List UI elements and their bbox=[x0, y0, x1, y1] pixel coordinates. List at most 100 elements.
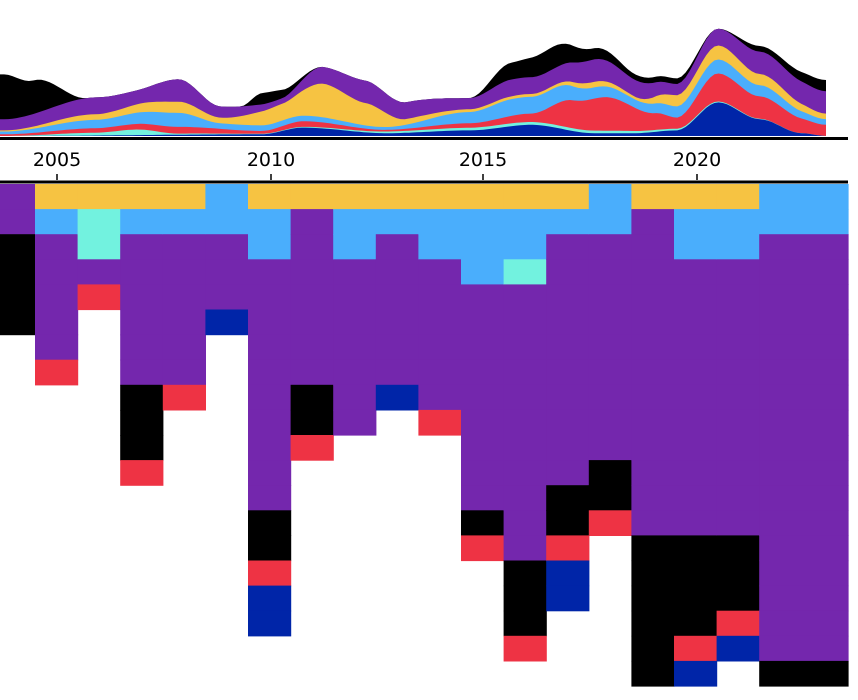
grid-cell-2016-0 bbox=[503, 184, 547, 210]
grid-cell-2016-1 bbox=[503, 209, 547, 235]
grid-cell-2014-8 bbox=[418, 384, 462, 411]
grid-cell-2018-2 bbox=[588, 234, 632, 260]
grid-cell-2020-17 bbox=[674, 610, 718, 637]
grid-cell-2013-8 bbox=[375, 384, 419, 411]
grid-cell-2014-2 bbox=[418, 234, 462, 260]
grid-cell-2019-8 bbox=[631, 384, 675, 411]
grid-cell-2019-16 bbox=[631, 585, 675, 612]
grid-cell-2010-9 bbox=[248, 409, 292, 436]
grid-cell-2004-0 bbox=[0, 184, 36, 210]
grid-cell-2022-16 bbox=[759, 585, 849, 612]
grid-cell-2021-10 bbox=[716, 435, 760, 461]
tick-label-2020: 2020 bbox=[673, 149, 721, 171]
grid-cell-2022-12 bbox=[759, 485, 849, 511]
grid-cell-2013-0 bbox=[375, 184, 419, 210]
grid-cell-2017-6 bbox=[546, 334, 590, 361]
grid-cell-2020-2 bbox=[674, 234, 718, 260]
grid-cell-2010-10 bbox=[248, 435, 292, 461]
grid-cell-2009-3 bbox=[205, 259, 249, 285]
grid-cell-2005-7 bbox=[35, 359, 79, 386]
grid-cell-2014-0 bbox=[418, 184, 462, 210]
grid-cell-2019-11 bbox=[631, 460, 675, 486]
grid-cell-2014-3 bbox=[418, 259, 462, 285]
grid-cell-2006-1 bbox=[77, 209, 121, 235]
grid-cell-2017-9 bbox=[546, 409, 590, 436]
waffle-grid bbox=[0, 184, 849, 687]
grid-cell-2022-5 bbox=[759, 309, 849, 336]
grid-cell-2017-14 bbox=[546, 535, 590, 562]
grid-cell-2019-18 bbox=[631, 635, 675, 662]
grid-cell-2016-3 bbox=[503, 259, 547, 285]
tick-label-2015: 2015 bbox=[459, 149, 507, 171]
grid-cell-2008-8 bbox=[162, 384, 206, 411]
grid-cell-2019-2 bbox=[631, 234, 675, 260]
grid-cell-2014-9 bbox=[418, 409, 462, 436]
grid-cell-2015-9 bbox=[461, 409, 505, 436]
grid-cell-2016-4 bbox=[503, 284, 547, 311]
grid-cell-2015-11 bbox=[461, 460, 505, 486]
grid-cell-2022-15 bbox=[759, 560, 849, 587]
grid-cell-2016-11 bbox=[503, 460, 547, 486]
grid-cell-2013-1 bbox=[375, 209, 419, 235]
grid-cell-2022-17 bbox=[759, 610, 849, 637]
grid-cell-2015-1 bbox=[461, 209, 505, 235]
grid-cell-2006-3 bbox=[77, 259, 121, 285]
grid-cell-2010-11 bbox=[248, 460, 292, 486]
grid-cell-2008-3 bbox=[162, 259, 206, 285]
grid-cell-2022-13 bbox=[759, 510, 849, 536]
grid-cell-2018-7 bbox=[588, 359, 632, 386]
grid-cell-2017-2 bbox=[546, 234, 590, 260]
grid-cell-2005-4 bbox=[35, 284, 79, 311]
grid-cell-2010-1 bbox=[248, 209, 292, 235]
grid-cell-2022-3 bbox=[759, 259, 849, 285]
grid-cell-2021-11 bbox=[716, 460, 760, 486]
grid-cell-2011-6 bbox=[290, 334, 334, 361]
grid-cell-2020-0 bbox=[674, 184, 718, 210]
grid-cell-2007-10 bbox=[120, 435, 164, 461]
grid-cell-2014-1 bbox=[418, 209, 462, 235]
grid-cell-2007-0 bbox=[120, 184, 164, 210]
grid-cell-2007-9 bbox=[120, 409, 164, 436]
grid-cell-2007-3 bbox=[120, 259, 164, 285]
grid-cell-2018-12 bbox=[588, 485, 632, 511]
grid-cell-2013-3 bbox=[375, 259, 419, 285]
grid-cell-2017-16 bbox=[546, 585, 590, 612]
grid-cell-2005-0 bbox=[35, 184, 79, 210]
grid-cell-2012-9 bbox=[333, 409, 377, 436]
grid-cell-2007-11 bbox=[120, 460, 164, 486]
grid-cell-2013-2 bbox=[375, 234, 419, 260]
grid-cell-2021-14 bbox=[716, 535, 760, 562]
grid-cell-2015-14 bbox=[461, 535, 505, 562]
grid-cell-2016-8 bbox=[503, 384, 547, 411]
grid-cell-2022-0 bbox=[759, 184, 849, 210]
grid-cell-2006-2 bbox=[77, 234, 121, 260]
grid-cell-2008-7 bbox=[162, 359, 206, 386]
grid-cell-2019-12 bbox=[631, 485, 675, 511]
grid-cell-2013-7 bbox=[375, 359, 419, 386]
grid-cell-2010-6 bbox=[248, 334, 292, 361]
grid-cell-2021-16 bbox=[716, 585, 760, 612]
grid-cell-2011-4 bbox=[290, 284, 334, 311]
grid-cell-2021-0 bbox=[716, 184, 760, 210]
grid-cell-2016-9 bbox=[503, 409, 547, 436]
grid-cell-2019-9 bbox=[631, 409, 675, 436]
grid-cell-2010-14 bbox=[248, 535, 292, 562]
grid-cell-2016-7 bbox=[503, 359, 547, 386]
grid-cell-2016-10 bbox=[503, 435, 547, 461]
grid-cell-2016-5 bbox=[503, 309, 547, 336]
grid-cell-2020-16 bbox=[674, 585, 718, 612]
grid-cell-2021-7 bbox=[716, 359, 760, 386]
grid-cell-2011-9 bbox=[290, 409, 334, 436]
grid-cell-2011-3 bbox=[290, 259, 334, 285]
grid-cell-2020-18 bbox=[674, 635, 718, 662]
grid-cell-2021-15 bbox=[716, 560, 760, 587]
grid-cell-2010-4 bbox=[248, 284, 292, 311]
tick-label-2005: 2005 bbox=[33, 149, 81, 171]
grid-cell-2005-3 bbox=[35, 259, 79, 285]
grid-cell-2014-7 bbox=[418, 359, 462, 386]
grid-cell-2017-15 bbox=[546, 560, 590, 587]
grid-cell-2017-10 bbox=[546, 435, 590, 461]
grid-cell-2010-7 bbox=[248, 359, 292, 386]
grid-cell-2020-9 bbox=[674, 409, 718, 436]
grid-cell-2004-3 bbox=[0, 259, 36, 285]
